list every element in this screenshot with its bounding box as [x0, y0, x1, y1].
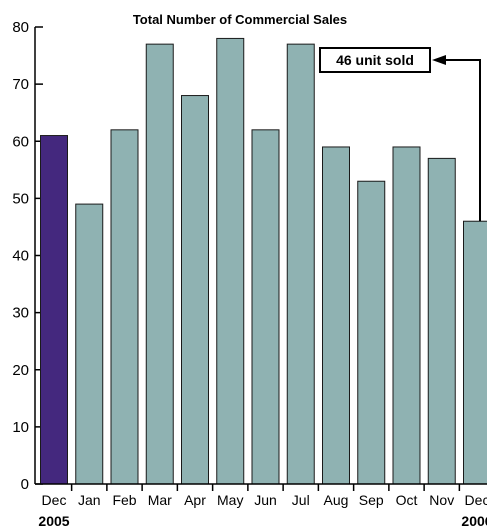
bar-aug-8 [322, 146, 350, 485]
annotation-label: 46 unit sold [336, 52, 414, 68]
year-label: 2005 [38, 513, 69, 529]
y-tick-label: 50 [12, 190, 29, 207]
bar-may-5 [216, 37, 245, 485]
y-tick-label: 30 [12, 305, 29, 322]
x-tick-label: Mar [148, 492, 172, 508]
bar-dec-0 [40, 135, 68, 485]
x-tick-label: Sep [359, 492, 384, 508]
annotation-box [319, 47, 431, 73]
y-tick-label: 0 [21, 476, 29, 493]
x-tick-label: Dec [42, 492, 67, 508]
y-tick-label: 20 [12, 362, 29, 379]
annotation-connector [442, 59, 481, 222]
chart-title: Total Number of Commercial Sales [133, 12, 347, 27]
bar-jun-6 [251, 129, 280, 485]
x-tick-label: Aug [324, 492, 349, 508]
y-tick-label: 80 [12, 19, 29, 36]
x-tick-label: Jun [254, 492, 277, 508]
x-tick-label: Jul [292, 492, 310, 508]
year-label: 2006 [461, 513, 487, 529]
bar-oct-10 [392, 146, 421, 485]
bar-mar-3 [145, 43, 174, 485]
bar-dec-12 [463, 220, 487, 485]
annotation: 46 unit sold [319, 47, 481, 222]
bar-feb-2 [110, 129, 139, 485]
x-tick-label: May [217, 492, 243, 508]
x-tick-label: Dec [465, 492, 487, 508]
bar-sep-9 [357, 180, 386, 485]
annotation-arrowhead [432, 55, 446, 65]
y-tick-label: 60 [12, 133, 29, 150]
x-tick-label: Apr [184, 492, 206, 508]
y-axis: 0 10 20 30 40 50 60 70 80 [12, 19, 43, 493]
bar-jul-7 [286, 43, 315, 485]
bar-nov-11 [427, 157, 456, 485]
x-tick-label: Feb [112, 492, 136, 508]
year-labels: 2005 2006 [38, 513, 487, 529]
bar-apr-4 [181, 95, 209, 485]
y-tick-label: 40 [12, 248, 29, 265]
y-tick-label: 10 [12, 419, 29, 436]
x-tick-label: Nov [429, 492, 454, 508]
x-axis: Dec Jan Feb Mar Apr May Jun Jul Aug Sep Oct Nov Dec [35, 483, 487, 508]
bars [40, 37, 487, 485]
y-tick-label: 70 [12, 76, 29, 93]
bar-jan-1 [75, 203, 104, 485]
x-tick-label: Oct [396, 492, 418, 508]
x-tick-label: Jan [78, 492, 101, 508]
